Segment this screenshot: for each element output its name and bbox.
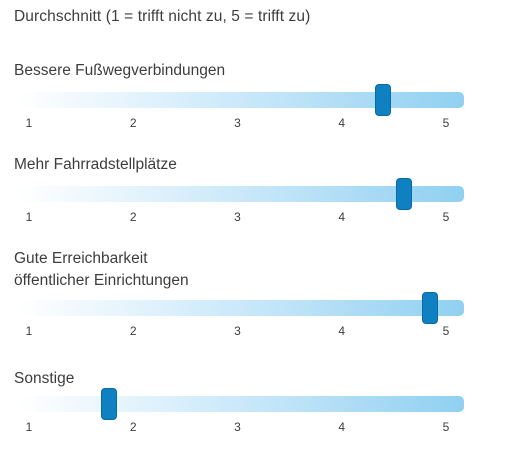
- tick-label: 5: [442, 210, 450, 224]
- tick-label: 5: [442, 324, 450, 338]
- tick-label: 4: [338, 324, 346, 338]
- tick-label: 2: [129, 324, 137, 338]
- slider-track[interactable]: [18, 92, 464, 108]
- tick-label: 3: [234, 116, 241, 130]
- tick-label: 5: [442, 116, 450, 130]
- tick-label: 2: [129, 420, 137, 434]
- tick-label: 1: [25, 116, 33, 130]
- slider-thumb[interactable]: [422, 292, 439, 324]
- slider-thumb[interactable]: [101, 388, 118, 420]
- slider-thumb[interactable]: [375, 84, 392, 116]
- slider-label: Sonstige: [14, 370, 75, 387]
- tick-label: 2: [129, 116, 137, 130]
- tick-label: 5: [442, 420, 450, 434]
- tick-label: 1: [25, 210, 33, 224]
- slider-thumb[interactable]: [396, 178, 413, 210]
- tick-label: 1: [25, 324, 33, 338]
- slider-label: Gute Erreichbarkeit öffentlicher Einrich…: [14, 250, 189, 289]
- tick-label: 4: [338, 116, 346, 130]
- slider-track[interactable]: [18, 300, 464, 316]
- slider-label: Mehr Fahrradstellplätze: [14, 156, 177, 173]
- tick-label: 1: [25, 420, 33, 434]
- tick-label: 4: [338, 420, 346, 434]
- slider-track[interactable]: [18, 186, 464, 202]
- tick-label: 3: [234, 420, 241, 434]
- chart-title: Durchschnitt (1 = trifft nicht zu, 5 = t…: [14, 8, 311, 25]
- tick-label: 3: [234, 324, 241, 338]
- tick-label: 4: [338, 210, 346, 224]
- tick-label: 3: [234, 210, 241, 224]
- tick-label: 2: [129, 210, 137, 224]
- slider-label: Bessere Fußwegverbindungen: [14, 62, 226, 79]
- slider-track[interactable]: [18, 396, 464, 412]
